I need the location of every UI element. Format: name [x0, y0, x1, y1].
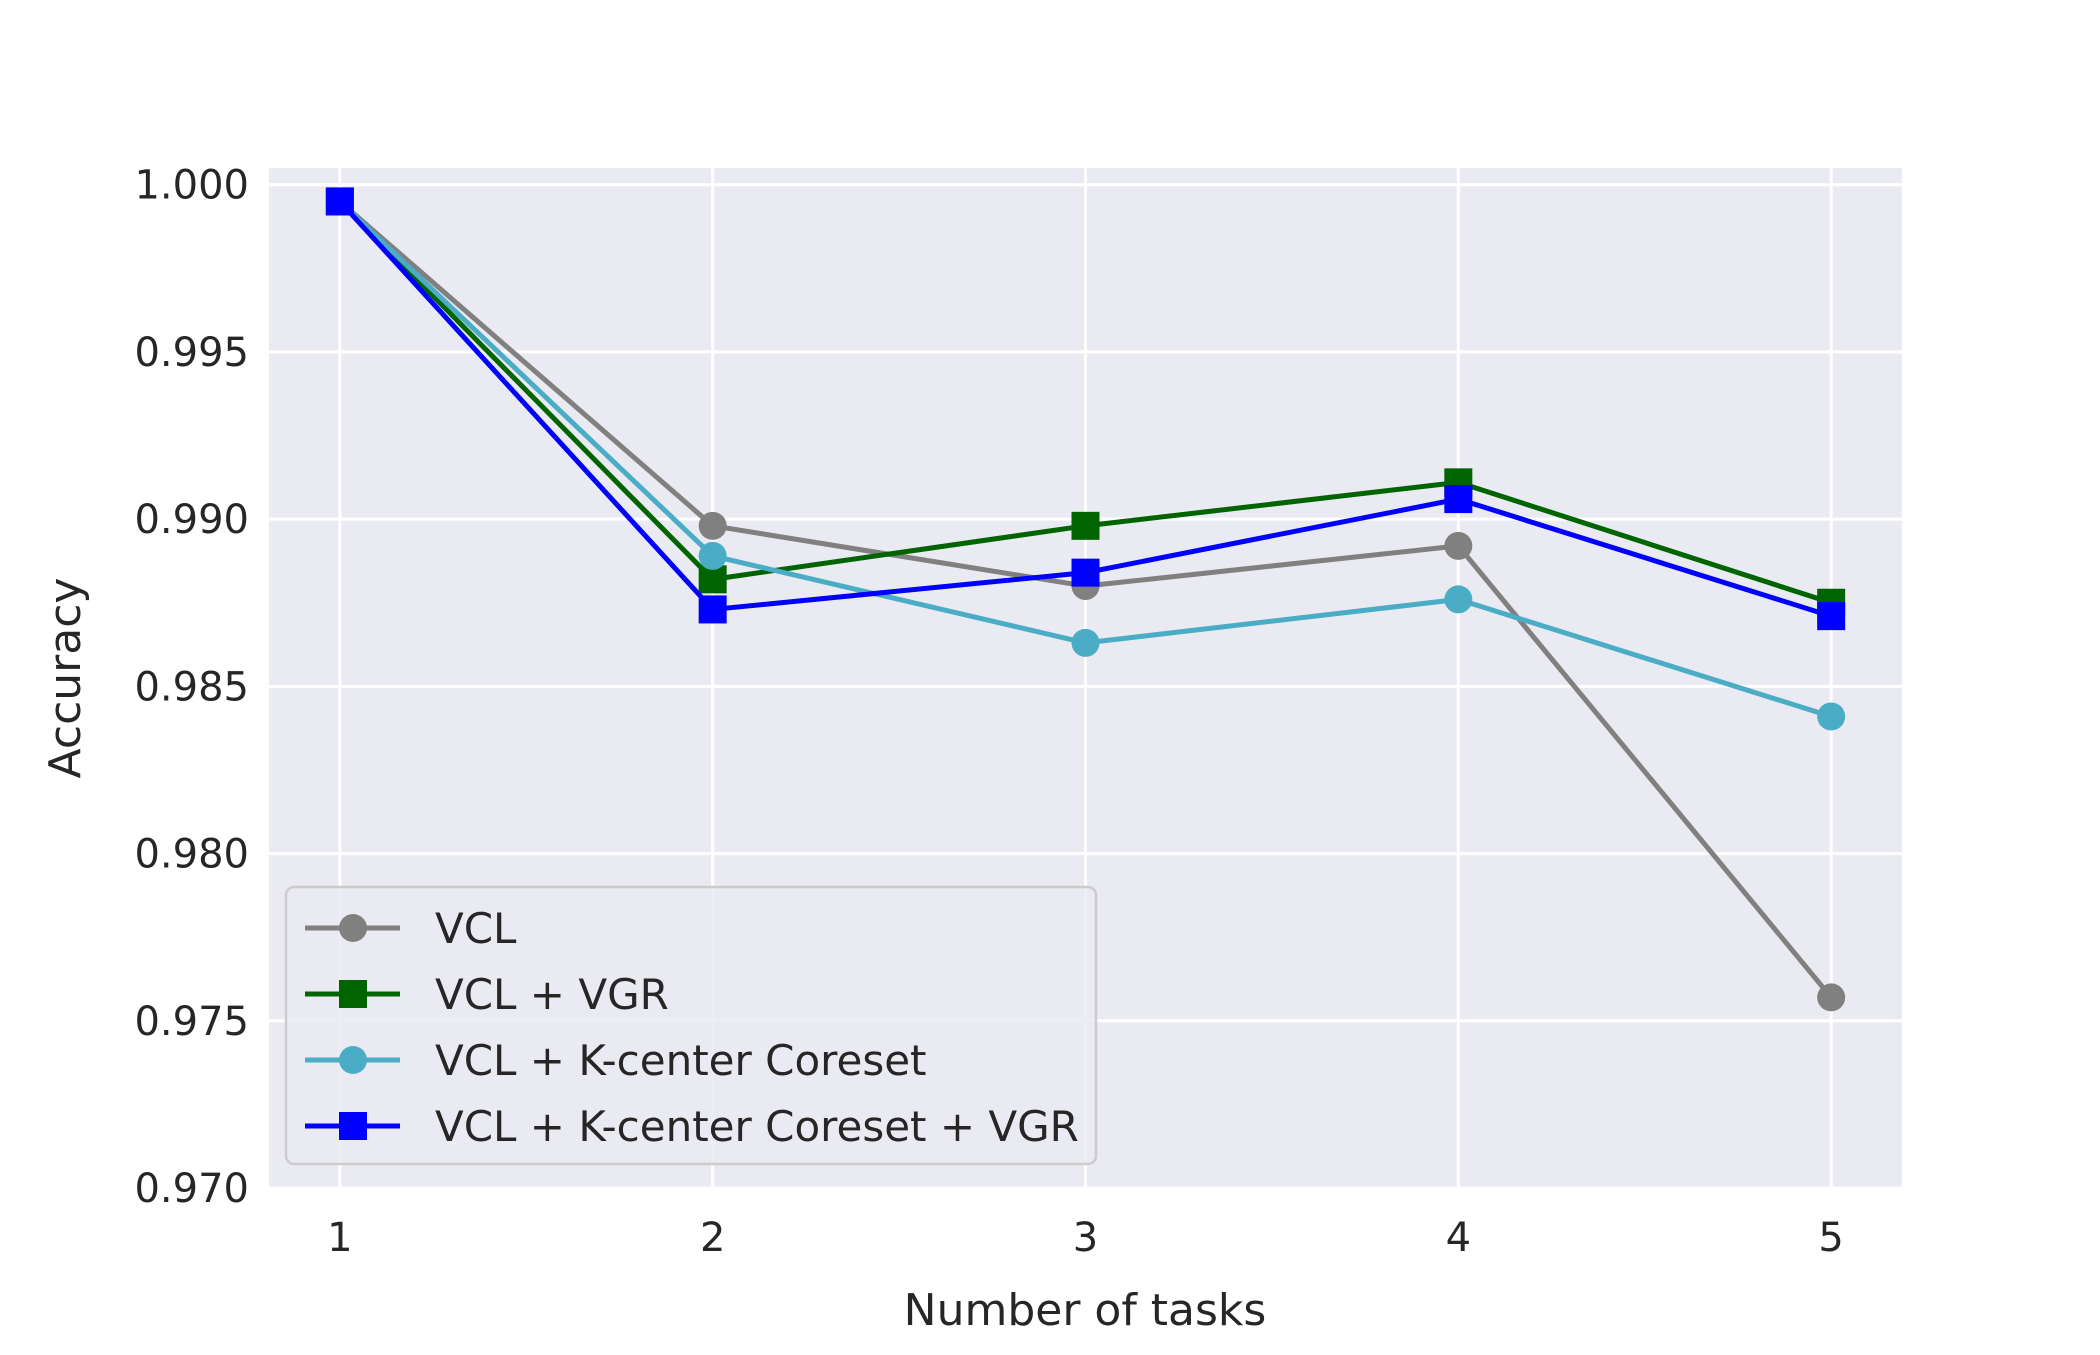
series — [325, 187, 1846, 1012]
x-tick-label: 5 — [1818, 1215, 1843, 1261]
x-tick-label: 2 — [700, 1215, 725, 1261]
legend-marker — [339, 980, 367, 1008]
y-axis-title: Accuracy — [40, 578, 91, 779]
y-tick-label: 1.000 — [134, 163, 249, 209]
y-tick-label: 0.970 — [134, 1166, 249, 1212]
series-4 — [325, 187, 1846, 631]
legend-box — [284, 885, 1098, 1166]
series-3 — [325, 187, 1846, 731]
data-point — [698, 511, 727, 540]
x-tick-label: 3 — [1073, 1215, 1098, 1261]
legend-entry: VCL — [305, 904, 517, 953]
x-axis-title: Number of tasks — [904, 1285, 1267, 1336]
data-point — [325, 187, 354, 216]
data-point — [1444, 531, 1473, 560]
legend-entry: VCL + K-center Coreset + VGR — [305, 1102, 1079, 1151]
data-point — [1071, 511, 1100, 540]
legend-marker — [339, 914, 367, 942]
y-tick-label: 0.990 — [134, 497, 249, 543]
data-point — [698, 595, 727, 624]
y-tick-label: 0.985 — [134, 664, 249, 710]
legend-label: VCL + VGR — [435, 970, 669, 1019]
data-point — [1071, 558, 1100, 587]
data-point — [1817, 602, 1846, 631]
data-point — [698, 541, 727, 570]
legend-entry: VCL + K-center Coreset — [305, 1036, 927, 1085]
x-axis-ticks: 1 2 3 4 5 — [327, 1215, 1844, 1261]
data-point — [1444, 585, 1473, 614]
data-point — [1817, 983, 1846, 1012]
legend-marker — [339, 1112, 367, 1140]
legend-label: VCL — [435, 904, 517, 953]
y-tick-label: 0.980 — [134, 832, 249, 878]
data-point — [698, 565, 727, 594]
data-point — [1817, 702, 1846, 731]
legend: VCL VCL + VGR VCL + K-center Coreset VCL + … — [284, 885, 1098, 1166]
x-tick-label: 1 — [327, 1215, 352, 1261]
legend-marker — [339, 1046, 367, 1074]
y-axis-ticks: 0.970 0.975 0.980 0.985 0.990 0.995 1.000 — [134, 163, 249, 1212]
legend-entry: VCL + VGR — [305, 970, 669, 1019]
legend-label: VCL + K-center Coreset — [435, 1036, 927, 1085]
data-point — [1444, 485, 1473, 514]
x-tick-label: 4 — [1446, 1215, 1471, 1261]
legend-label: VCL + K-center Coreset + VGR — [435, 1102, 1079, 1151]
data-point — [1071, 628, 1100, 657]
y-tick-label: 0.995 — [134, 330, 249, 376]
y-tick-label: 0.975 — [134, 999, 249, 1045]
